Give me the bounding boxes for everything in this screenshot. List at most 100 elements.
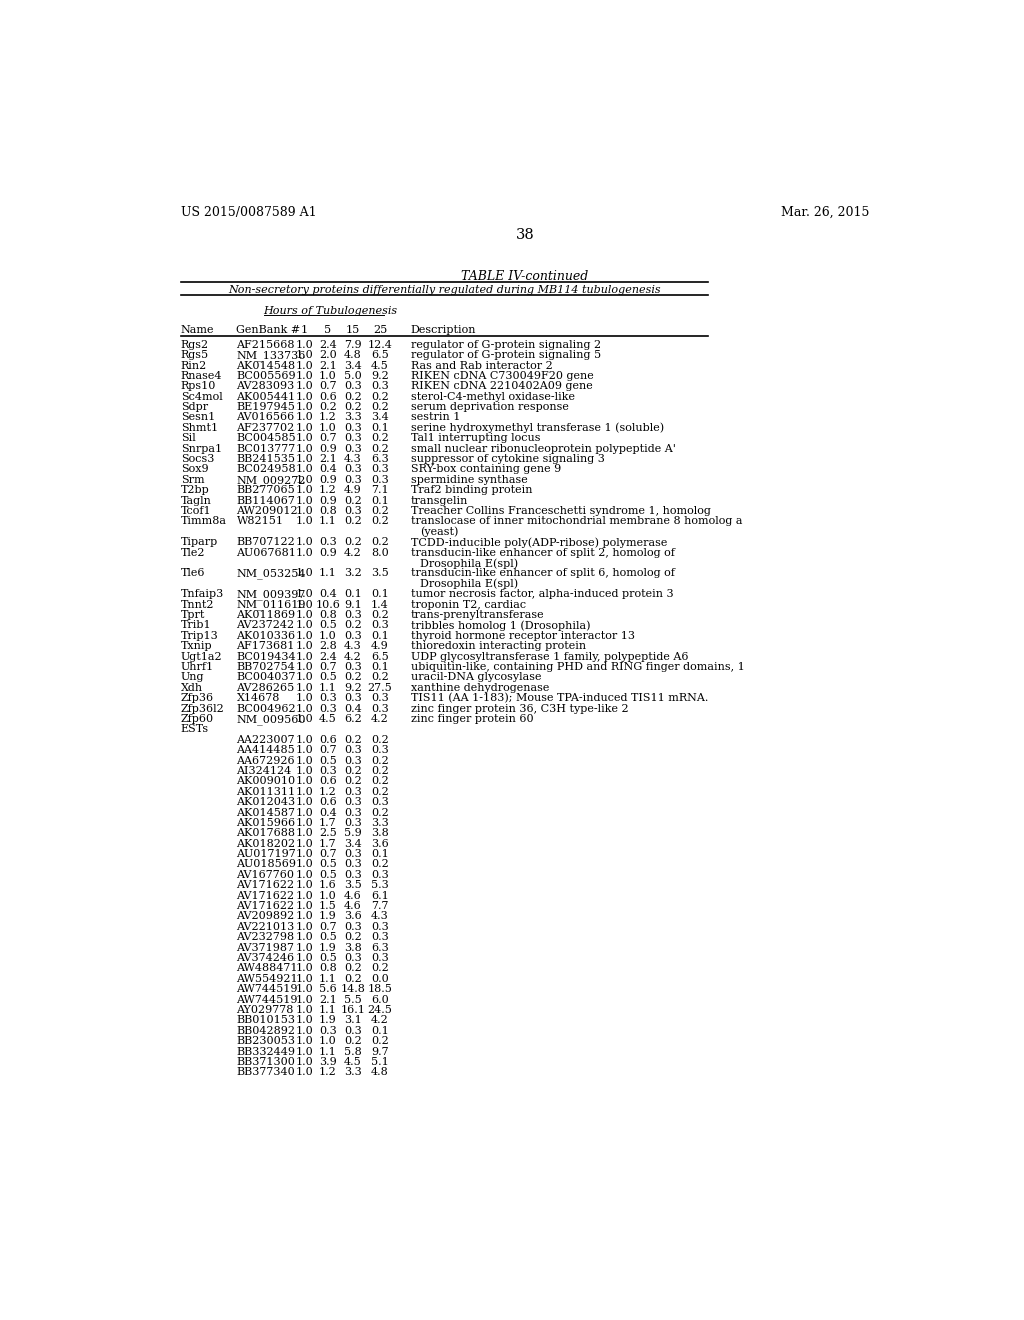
Text: AW744519: AW744519 xyxy=(237,995,298,1005)
Text: UDP glycosyltransferase 1 family, polypeptide A6: UDP glycosyltransferase 1 family, polype… xyxy=(411,652,688,661)
Text: AK014548: AK014548 xyxy=(237,360,296,371)
Text: TCDD-inducible poly(ADP-ribose) polymerase: TCDD-inducible poly(ADP-ribose) polymera… xyxy=(411,537,668,548)
Text: 0.2: 0.2 xyxy=(344,537,361,548)
Text: Rnase4: Rnase4 xyxy=(180,371,222,381)
Text: 1.0: 1.0 xyxy=(296,942,313,953)
Text: 0.6: 0.6 xyxy=(319,735,337,744)
Text: 0.2: 0.2 xyxy=(344,766,361,776)
Text: AU017197: AU017197 xyxy=(237,849,296,859)
Text: 1.1: 1.1 xyxy=(319,569,337,578)
Text: 1.2: 1.2 xyxy=(319,412,337,422)
Text: T2bp: T2bp xyxy=(180,486,210,495)
Text: 0.3: 0.3 xyxy=(344,475,361,484)
Text: BB241535: BB241535 xyxy=(237,454,296,465)
Text: 1.1: 1.1 xyxy=(319,1047,337,1056)
Text: 1.0: 1.0 xyxy=(296,787,313,797)
Text: 6.0: 6.0 xyxy=(371,995,389,1005)
Text: 1.9: 1.9 xyxy=(319,911,337,921)
Text: 0.3: 0.3 xyxy=(319,537,337,548)
Text: 1.0: 1.0 xyxy=(296,652,313,661)
Text: 5.6: 5.6 xyxy=(319,985,337,994)
Text: 0.3: 0.3 xyxy=(344,953,361,964)
Text: BB010153: BB010153 xyxy=(237,1015,296,1026)
Text: 0.2: 0.2 xyxy=(371,776,389,787)
Text: 1.0: 1.0 xyxy=(296,672,313,682)
Text: AK015966: AK015966 xyxy=(237,818,296,828)
Text: 0.6: 0.6 xyxy=(319,776,337,787)
Text: TABLE IV-continued: TABLE IV-continued xyxy=(461,271,589,282)
Text: Tnfaip3: Tnfaip3 xyxy=(180,589,224,599)
Text: tribbles homolog 1 (Drosophila): tribbles homolog 1 (Drosophila) xyxy=(411,620,591,631)
Text: NM_009272: NM_009272 xyxy=(237,475,306,486)
Text: Rgs2: Rgs2 xyxy=(180,339,209,350)
Text: 5.1: 5.1 xyxy=(371,1057,389,1067)
Text: 5: 5 xyxy=(325,326,332,335)
Text: BE197945: BE197945 xyxy=(237,403,295,412)
Text: AI324124: AI324124 xyxy=(237,766,292,776)
Text: xanthine dehydrogenase: xanthine dehydrogenase xyxy=(411,682,549,693)
Text: 0.3: 0.3 xyxy=(371,381,389,391)
Text: 1.0: 1.0 xyxy=(296,589,313,599)
Text: 0.3: 0.3 xyxy=(344,631,361,640)
Text: AV232798: AV232798 xyxy=(237,932,295,942)
Text: 1.0: 1.0 xyxy=(296,859,313,870)
Text: 1.0: 1.0 xyxy=(296,693,313,704)
Text: 2.1: 2.1 xyxy=(319,995,337,1005)
Text: RIKEN cDNA C730049F20 gene: RIKEN cDNA C730049F20 gene xyxy=(411,371,594,381)
Text: Description: Description xyxy=(411,326,476,335)
Text: 0.3: 0.3 xyxy=(371,465,389,474)
Text: serine hydroxymethyl transferase 1 (soluble): serine hydroxymethyl transferase 1 (solu… xyxy=(411,422,664,433)
Text: AV374246: AV374246 xyxy=(237,953,295,964)
Text: 0.3: 0.3 xyxy=(344,818,361,828)
Text: 1.7: 1.7 xyxy=(319,838,337,849)
Text: 0.2: 0.2 xyxy=(344,974,361,983)
Text: Tiparp: Tiparp xyxy=(180,537,218,548)
Text: Sesn1: Sesn1 xyxy=(180,412,215,422)
Text: BB277065: BB277065 xyxy=(237,486,295,495)
Text: 5.5: 5.5 xyxy=(344,995,361,1005)
Text: 0.2: 0.2 xyxy=(344,735,361,744)
Text: 0.3: 0.3 xyxy=(371,953,389,964)
Text: 0.3: 0.3 xyxy=(319,766,337,776)
Text: 3.3: 3.3 xyxy=(344,412,361,422)
Text: 0.2: 0.2 xyxy=(371,766,389,776)
Text: AK009010: AK009010 xyxy=(237,776,296,787)
Text: 6.5: 6.5 xyxy=(371,652,389,661)
Text: 0.7: 0.7 xyxy=(319,663,337,672)
Text: Ugt1a2: Ugt1a2 xyxy=(180,652,222,661)
Text: 1.0: 1.0 xyxy=(296,974,313,983)
Text: 0.1: 0.1 xyxy=(371,663,389,672)
Text: 1.0: 1.0 xyxy=(296,964,313,973)
Text: 1.7: 1.7 xyxy=(319,818,337,828)
Text: AY029778: AY029778 xyxy=(237,1005,294,1015)
Text: BC005569: BC005569 xyxy=(237,371,296,381)
Text: (yeast): (yeast) xyxy=(420,527,459,537)
Text: 0.2: 0.2 xyxy=(319,403,337,412)
Text: 0.7: 0.7 xyxy=(319,433,337,444)
Text: 0.1: 0.1 xyxy=(371,849,389,859)
Text: 0.9: 0.9 xyxy=(319,475,337,484)
Text: 0.2: 0.2 xyxy=(371,444,389,454)
Text: 0.3: 0.3 xyxy=(319,693,337,704)
Text: 1.0: 1.0 xyxy=(296,932,313,942)
Text: 1.0: 1.0 xyxy=(319,1036,337,1047)
Text: 1.0: 1.0 xyxy=(296,548,313,557)
Text: 9.7: 9.7 xyxy=(371,1047,389,1056)
Text: 1.0: 1.0 xyxy=(296,995,313,1005)
Text: 5.9: 5.9 xyxy=(344,829,361,838)
Text: NM_009560: NM_009560 xyxy=(237,714,306,725)
Text: 4.9: 4.9 xyxy=(371,642,389,651)
Text: Drosophila E(spl): Drosophila E(spl) xyxy=(420,579,518,590)
Text: 1.0: 1.0 xyxy=(296,475,313,484)
Text: 0.3: 0.3 xyxy=(344,381,361,391)
Text: 4.3: 4.3 xyxy=(371,911,389,921)
Text: 0.7: 0.7 xyxy=(319,921,337,932)
Text: 1.0: 1.0 xyxy=(296,506,313,516)
Text: AF237702: AF237702 xyxy=(237,422,295,433)
Text: AW209012: AW209012 xyxy=(237,506,298,516)
Text: AV171622: AV171622 xyxy=(237,902,295,911)
Text: AK010336: AK010336 xyxy=(237,631,296,640)
Text: 18.5: 18.5 xyxy=(368,985,392,994)
Text: 1.0: 1.0 xyxy=(296,392,313,401)
Text: 1.0: 1.0 xyxy=(296,1057,313,1067)
